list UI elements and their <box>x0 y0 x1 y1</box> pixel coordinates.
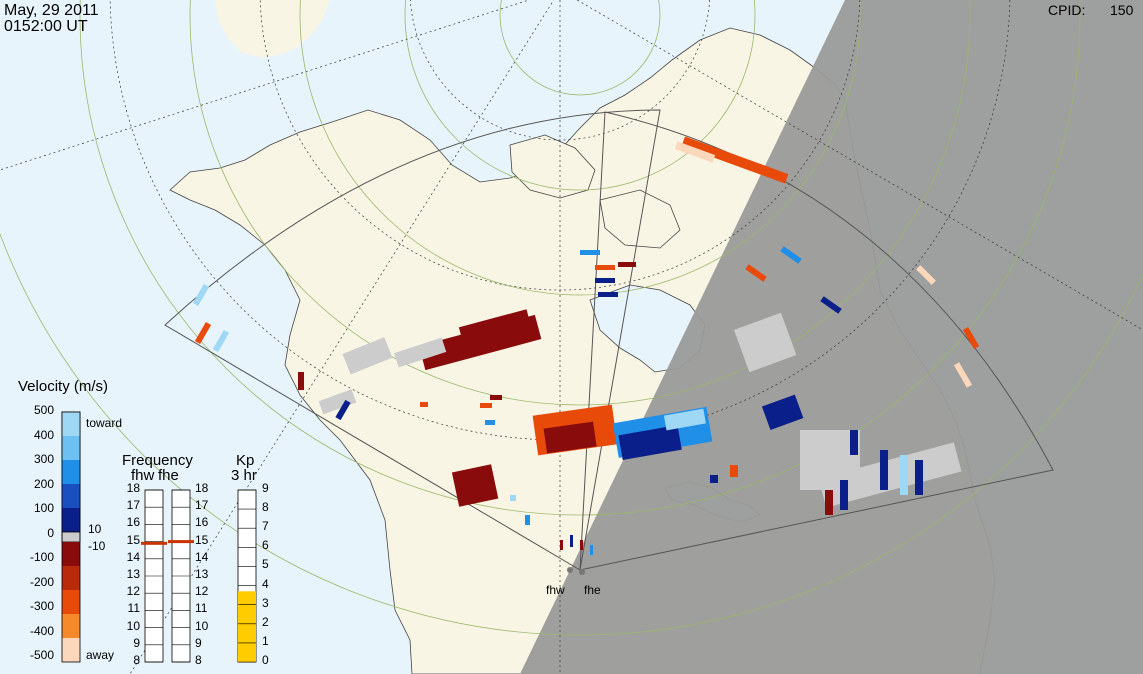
time-label: 0152:00 UT <box>4 18 88 35</box>
frequency-fhe-tick-label: 15 <box>195 532 209 547</box>
cpid-value: 150 <box>1110 2 1134 18</box>
velocity-tick-label: -300 <box>29 599 54 613</box>
velocity-scale-title: Velocity (m/s) <box>18 378 109 395</box>
kp-tick-label: 7 <box>262 519 269 534</box>
velocity-tick-label: 300 <box>33 452 54 466</box>
velocity-color-scale <box>61 411 81 663</box>
frequency-fhw-tick-label: 18 <box>126 481 140 495</box>
kp-tick-label: 5 <box>262 557 269 572</box>
arctic-islands <box>599 189 681 249</box>
radar-label-fhw: fhw <box>546 583 565 597</box>
frequency-fhe-tick-label: 9 <box>195 635 202 650</box>
scale-away-mid <box>62 566 80 590</box>
kp-tick-label: 4 <box>262 576 269 591</box>
date-label: May, 29 2011 <box>4 2 99 19</box>
radar-site-fhw-marker <box>567 567 573 573</box>
scale-zero <box>61 531 81 543</box>
kp-tick-label: 3 <box>262 595 269 610</box>
frequency-fhe-tick-label: 14 <box>195 549 209 564</box>
velocity-tick-label: 500 <box>33 403 54 417</box>
velocity-tick-label: -400 <box>29 623 54 638</box>
radar-label-fhe: fhe <box>584 583 601 597</box>
radar-fov-fhe <box>579 111 1054 571</box>
magnetic-latitude-grid <box>0 0 1143 636</box>
scale-away-mid <box>62 590 80 614</box>
velocity-toward-label: toward <box>86 416 123 430</box>
kp-tick-label: 6 <box>262 538 269 553</box>
frequency-subtitle-fhe: fhe <box>158 467 179 484</box>
frequency-fhw-marker <box>141 541 167 545</box>
radar-fov-fhw <box>164 109 661 571</box>
velocity-tick-label: 400 <box>33 427 54 442</box>
kp-tick-label: 9 <box>262 481 269 495</box>
kp-tick-label: 8 <box>262 500 269 515</box>
cpid-label: CPID: <box>1048 2 1086 18</box>
frequency-fhw-tick-label: 8 <box>133 653 140 667</box>
scale-away-mid <box>62 614 80 638</box>
frequency-fhw-tick-label: 11 <box>127 601 140 616</box>
velocity-scatter-cells <box>192 136 980 555</box>
frequency-fhe-tick-label: 12 <box>195 584 209 599</box>
frequency-fhw-tick-label: 13 <box>126 567 140 581</box>
frequency-fhw-tick-label: 14 <box>126 549 140 564</box>
velocity-tick-label: 0 <box>47 525 54 540</box>
frequency-fhw-tick-label: 17 <box>126 498 140 513</box>
frequency-fhw-tick-label: 16 <box>126 515 140 530</box>
frequency-title: Frequency <box>122 452 193 469</box>
scale-toward-max <box>62 412 80 436</box>
scale-away-max <box>62 638 80 662</box>
scale-toward-mid <box>62 460 80 484</box>
kp-title: Kp <box>236 452 255 469</box>
kp-tick-label: 1 <box>262 633 269 648</box>
scale-toward-min <box>62 484 80 508</box>
frequency-fhe-tick-label: 17 <box>195 498 209 513</box>
velocity-away-label: away <box>86 648 115 662</box>
scale-away-min <box>62 542 80 566</box>
kp-tick-label: 2 <box>262 614 269 629</box>
frequency-fhe-tick-label: 10 <box>195 618 209 633</box>
velocity-tick-label: 200 <box>33 476 54 491</box>
frequency-fhe-tick-label: 8 <box>195 653 202 667</box>
velocity-threshold-pos: 10 <box>88 522 102 536</box>
velocity-threshold-neg: -10 <box>88 539 106 553</box>
kp-subtitle: 3 hr <box>231 467 257 484</box>
frequency-fhe-tick-label: 16 <box>195 515 209 530</box>
frequency-fhw-tick-label: 12 <box>126 584 140 599</box>
frequency-fhe-tick-label: 13 <box>195 567 209 581</box>
frequency-fhw-tick-label: 10 <box>126 618 140 633</box>
frequency-subtitle-fhw: fhw <box>131 467 155 484</box>
frequency-fhw-tick-label: 15 <box>126 532 140 547</box>
frequency-fhe-tick-label: 11 <box>195 601 208 616</box>
kp-tick-label: 0 <box>262 653 269 667</box>
radar-site-fhe-marker <box>579 569 585 575</box>
frequency-fhe-tick-label: 18 <box>195 481 209 495</box>
frequency-fhe-marker <box>168 540 194 544</box>
velocity-tick-label: -500 <box>29 648 54 662</box>
scale-toward-min <box>62 508 80 532</box>
kp-fill-bar <box>238 591 256 662</box>
velocity-tick-label: 100 <box>33 501 54 515</box>
frequency-fhw-tick-label: 9 <box>133 635 140 650</box>
velocity-tick-label: -200 <box>29 574 54 589</box>
velocity-tick-label: -100 <box>29 550 54 564</box>
scale-toward-mid <box>62 436 80 460</box>
kp-grid-lines <box>238 489 256 663</box>
